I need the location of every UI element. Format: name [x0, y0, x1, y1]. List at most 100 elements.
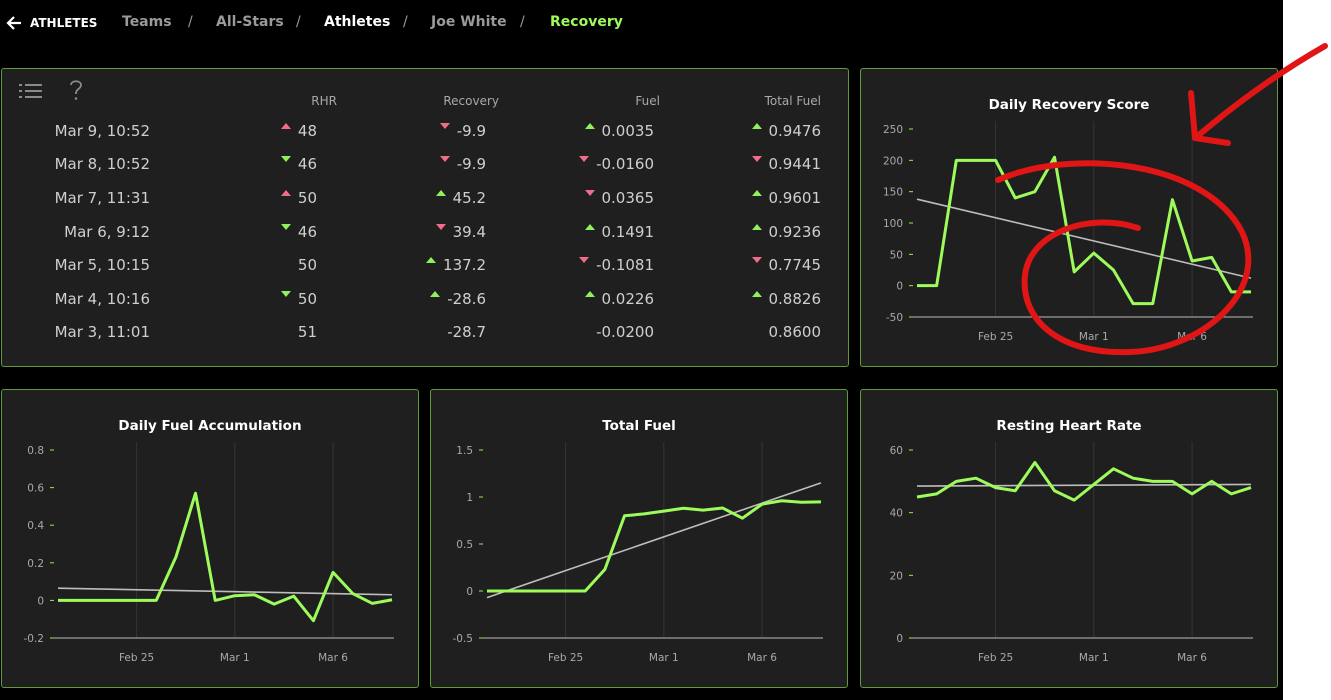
- trend-down: [280, 224, 291, 230]
- trend-arrow: [751, 123, 762, 129]
- trend-up: [280, 123, 291, 129]
- cell-value: 0.0365: [601, 189, 655, 207]
- trend-up: [584, 123, 595, 129]
- table-cell: 50: [280, 188, 317, 208]
- x-tick-label: Mar 6: [318, 652, 348, 664]
- y-tick-label: 40: [890, 508, 903, 520]
- trend-up: [426, 257, 437, 263]
- chart: Total Fuel Feb 25 Mar 1 Mar 6 -0.5 0 0.5 1 1.5: [453, 418, 823, 664]
- trend-arrow: [584, 123, 595, 129]
- column-header: Recovery: [443, 94, 499, 108]
- cell-value: 0.1491: [601, 223, 655, 241]
- x-tick-label: Feb 25: [978, 652, 1013, 664]
- row-date: Mar 9, 10:52: [54, 122, 150, 140]
- separator: /: [520, 14, 525, 30]
- y-tick-label: 50: [890, 249, 903, 261]
- table-cell: 50: [280, 289, 317, 309]
- trend-arrow: [751, 257, 762, 263]
- table-panel: RHR Recovery Fuel Total Fuel Mar 9, 10:52 48 -…: [1, 68, 849, 367]
- chart-panel: Resting Heart Rate Feb 25 Mar 1 Mar 6 0 20 40 6…: [860, 389, 1278, 688]
- trend-arrow: [280, 156, 291, 162]
- y-tick-label: 200: [883, 155, 903, 167]
- y-tick-label: 0.5: [456, 539, 473, 551]
- table-cell: 51: [298, 322, 317, 342]
- cell-value: 50: [297, 189, 317, 207]
- y-tick-label: -0.2: [24, 633, 45, 645]
- trend-up: [280, 190, 291, 196]
- table-cell: 0.9441: [751, 154, 821, 174]
- y-tick-label: 250: [883, 124, 903, 136]
- table-cell: -9.9: [439, 121, 486, 141]
- back-link[interactable]: ATHLETES: [30, 16, 98, 30]
- table-cell: 0.1491: [584, 222, 655, 242]
- cell-value: 0.8600: [768, 323, 822, 341]
- trend-up: [435, 190, 446, 196]
- separator: /: [403, 14, 408, 30]
- list-icon[interactable]: [18, 82, 44, 100]
- chart-title: Daily Fuel Accumulation: [118, 418, 301, 434]
- chart-panel: Total Fuel Feb 25 Mar 1 Mar 6 -0.5 0 0.5 1 1.5: [430, 389, 848, 688]
- trend-up: [430, 291, 441, 297]
- trend-arrow: [584, 190, 595, 196]
- table-cell: 0.0226: [584, 289, 654, 309]
- y-tick-label: -0.5: [453, 633, 474, 645]
- back-arrow[interactable]: [5, 15, 23, 31]
- table-cell: 0.9236: [751, 222, 821, 242]
- column-header: RHR: [311, 94, 337, 108]
- table-cell: -0.1081: [579, 255, 654, 275]
- crumb[interactable]: Athletes: [324, 14, 391, 30]
- table-cell: 45.2: [435, 188, 486, 208]
- data-line: [58, 491, 393, 623]
- trend-up: [751, 224, 762, 230]
- trend-arrow: [280, 224, 291, 230]
- column-header: Total Fuel: [764, 94, 821, 108]
- trend-down: [435, 224, 446, 230]
- trend-up: [751, 291, 762, 297]
- trend-down: [280, 156, 291, 162]
- table-cell: 0.9476: [751, 121, 821, 141]
- table-cell: 39.4: [435, 222, 486, 242]
- cell-value: -28.6: [447, 290, 486, 308]
- crumb[interactable]: Joe White: [431, 14, 507, 30]
- table-cell: 46: [280, 154, 317, 174]
- row-date: Mar 8, 10:52: [54, 155, 150, 173]
- cell-value: 50: [297, 256, 317, 274]
- crumb[interactable]: Teams: [122, 14, 172, 30]
- cell-value: 0.9601: [768, 189, 822, 207]
- table-cell: 0.9601: [751, 188, 822, 208]
- y-tick-label: 1: [466, 492, 473, 504]
- cell-value: -9.9: [456, 122, 486, 140]
- x-tick-label: Mar 6: [1177, 331, 1207, 343]
- crumb[interactable]: All-Stars: [216, 14, 284, 30]
- table-cell: -9.9: [439, 154, 486, 174]
- x-tick-label: Mar 1: [649, 652, 679, 664]
- separator: /: [188, 14, 193, 30]
- cell-value: 46: [297, 223, 317, 241]
- table-cell: 0.0365: [584, 188, 655, 208]
- trend-arrow: [579, 156, 590, 162]
- table-cell: 137.2: [426, 255, 486, 275]
- cell-value: 39.4: [452, 223, 486, 241]
- help-icon[interactable]: [68, 79, 84, 101]
- x-tick-label: Mar 1: [1079, 652, 1109, 664]
- cell-value: -0.0200: [596, 323, 654, 341]
- trend-down: [584, 190, 595, 196]
- table-cell: -28.7: [447, 322, 486, 342]
- trend-arrow: [751, 224, 762, 230]
- chart-title: Resting Heart Rate: [996, 418, 1141, 434]
- y-tick-label: 60: [890, 445, 903, 457]
- chart-panel: Daily Fuel Accumulation Feb 25 Mar 1 Mar 6 -…: [1, 389, 419, 688]
- table-cell: 0.0035: [584, 121, 654, 141]
- trend-down: [751, 156, 762, 162]
- data-line: [916, 461, 1252, 502]
- cell-value: -9.9: [456, 155, 486, 173]
- cell-value: 48: [297, 122, 317, 140]
- x-tick-label: Mar 1: [220, 652, 250, 664]
- trend-down: [579, 156, 590, 162]
- trend-line: [57, 587, 393, 596]
- table-cell: 46: [280, 222, 317, 242]
- trend-arrow: [751, 291, 762, 297]
- trend-down: [751, 257, 762, 263]
- table-cell: 0.8600: [769, 322, 822, 342]
- column-header: Fuel: [635, 94, 660, 108]
